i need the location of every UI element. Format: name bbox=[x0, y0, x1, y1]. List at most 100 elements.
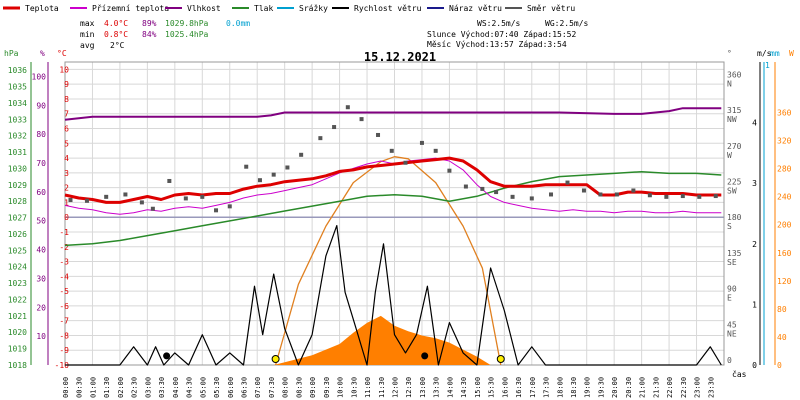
wind-direction-marker bbox=[664, 194, 669, 199]
time-tick-label: 15:00 bbox=[474, 377, 482, 398]
solar-tick-label: 240 bbox=[777, 193, 792, 202]
time-tick-label: 00:00 bbox=[62, 377, 70, 398]
stats-min-label: min bbox=[80, 30, 95, 39]
temp-tick-label: 7 bbox=[64, 110, 69, 119]
ground-temp-line bbox=[64, 157, 722, 215]
time-tick-label: 13:30 bbox=[433, 377, 441, 398]
time-tick-label: 04:30 bbox=[186, 377, 194, 398]
time-tick-label: 10:00 bbox=[337, 377, 345, 398]
wind-direction-marker bbox=[389, 148, 394, 153]
time-tick-label: 19:00 bbox=[584, 377, 592, 398]
humidity-tick-label: 90 bbox=[36, 101, 46, 110]
time-tick-label: 14:00 bbox=[446, 377, 454, 398]
temp-tick-label: 8 bbox=[64, 95, 69, 104]
time-tick-label: 14:30 bbox=[460, 377, 468, 398]
pressure-tick-label: 1029 bbox=[8, 181, 27, 190]
time-tick-label: 19:30 bbox=[597, 377, 605, 398]
unit-rain: mm bbox=[770, 49, 780, 58]
wind-gust-marker bbox=[421, 352, 429, 360]
solar-tick-label: 160 bbox=[777, 249, 792, 258]
wind-direction-marker bbox=[647, 193, 652, 198]
wind-tick-label: 4 bbox=[752, 119, 757, 128]
stats-min-hum: 84% bbox=[142, 30, 157, 39]
pressure-tick-label: 1034 bbox=[8, 99, 27, 108]
temp-tick-label: -4 bbox=[59, 272, 69, 281]
pressure-tick-label: 1033 bbox=[8, 115, 27, 124]
pressure-tick-label: 1021 bbox=[8, 312, 27, 321]
time-axis: 00:00 00:30 01:00 01:30 02:00 02:30 03:00 03:30… bbox=[62, 377, 715, 398]
wind-tick-label: 1 bbox=[752, 300, 757, 309]
wind-direction-marker bbox=[285, 165, 290, 170]
time-tick-label: 09:00 bbox=[309, 377, 317, 398]
axes: 1036103510341033103210311030102910281027… bbox=[8, 61, 792, 370]
wind-direction-marker bbox=[494, 190, 499, 195]
grid bbox=[64, 61, 725, 366]
wind-direction-marker bbox=[433, 148, 438, 153]
time-tick-label: 13:00 bbox=[419, 377, 427, 398]
time-tick-label: 23:00 bbox=[694, 377, 702, 398]
wind-direction-marker bbox=[359, 117, 364, 122]
time-tick-label: 08:30 bbox=[295, 377, 303, 398]
temp-tick-label: -8 bbox=[59, 331, 69, 340]
pressure-tick-label: 1031 bbox=[8, 148, 27, 157]
pressure-tick-label: 1027 bbox=[8, 214, 27, 223]
temperature-line bbox=[64, 156, 722, 204]
humidity-tick-label: 60 bbox=[36, 188, 46, 197]
solar-tick-label: 200 bbox=[777, 221, 792, 230]
rain-tick-label: 1 bbox=[765, 61, 770, 70]
direction-tick-label: 225 bbox=[727, 178, 742, 187]
direction-compass-label: W bbox=[727, 151, 732, 160]
unit-humidity: % bbox=[40, 49, 45, 58]
wind-direction-marker bbox=[598, 192, 603, 197]
solar-tick-label: 360 bbox=[777, 109, 792, 118]
temp-tick-label: 3 bbox=[64, 169, 69, 178]
temp-tick-label: 5 bbox=[64, 139, 69, 148]
wind-speed-line bbox=[65, 225, 722, 366]
unit-solar: W bbox=[789, 49, 794, 58]
wind-direction-marker bbox=[713, 194, 718, 199]
time-tick-label: 16:30 bbox=[515, 377, 523, 398]
wind-direction-marker bbox=[84, 198, 89, 203]
wind-direction-marker bbox=[139, 200, 144, 205]
solar-tick-label: 0 bbox=[777, 361, 782, 370]
sun-path-line bbox=[274, 156, 502, 366]
temp-tick-label: 6 bbox=[64, 125, 69, 134]
humidity-tick-label: 70 bbox=[36, 159, 46, 168]
legend-label-rychlost-vetru: Rychlost větru bbox=[354, 4, 422, 13]
pressure-tick-label: 1022 bbox=[8, 295, 27, 304]
pressure-tick-label: 1018 bbox=[8, 361, 27, 370]
time-tick-label: 08:00 bbox=[282, 377, 290, 398]
solar-tick-label: 80 bbox=[777, 305, 787, 314]
pressure-tick-label: 1019 bbox=[8, 345, 27, 354]
time-tick-label: 11:00 bbox=[364, 377, 372, 398]
wind-direction-marker bbox=[447, 168, 452, 173]
wind-direction-marker bbox=[614, 192, 619, 197]
time-tick-label: 07:00 bbox=[254, 377, 262, 398]
wind-tick-label: 2 bbox=[752, 240, 757, 249]
temp-tick-label: -6 bbox=[59, 302, 69, 311]
wind-direction-marker bbox=[68, 198, 73, 203]
stats-avg-temp: 2°C bbox=[110, 41, 125, 50]
wind-direction-marker bbox=[271, 172, 276, 177]
time-tick-label: 18:30 bbox=[570, 377, 578, 398]
time-tick-label: 16:00 bbox=[501, 377, 509, 398]
info-sun: Slunce Východ:07:40 Západ:15:52 bbox=[427, 30, 576, 39]
pressure-tick-label: 1026 bbox=[8, 230, 27, 239]
temp-tick-label: -3 bbox=[59, 258, 69, 267]
time-tick-label: 06:30 bbox=[240, 377, 248, 398]
humidity-tick-label: 30 bbox=[36, 274, 46, 283]
wind-direction-marker bbox=[345, 105, 350, 110]
time-tick-label: 06:00 bbox=[227, 377, 235, 398]
time-tick-label: 22:30 bbox=[680, 377, 688, 398]
time-tick-label: 02:00 bbox=[117, 377, 125, 398]
direction-tick-label: 180 bbox=[727, 213, 742, 222]
wind-direction-marker bbox=[214, 208, 219, 213]
time-tick-label: 15:30 bbox=[488, 377, 496, 398]
time-tick-label: 17:00 bbox=[529, 377, 537, 398]
humidity-line bbox=[64, 107, 722, 121]
wind-direction-marker bbox=[581, 188, 586, 193]
wind-direction-marker bbox=[565, 180, 570, 185]
time-tick-label: 02:30 bbox=[131, 377, 139, 398]
humidity-tick-label: 100 bbox=[32, 72, 47, 81]
direction-compass-label: N bbox=[727, 79, 732, 88]
